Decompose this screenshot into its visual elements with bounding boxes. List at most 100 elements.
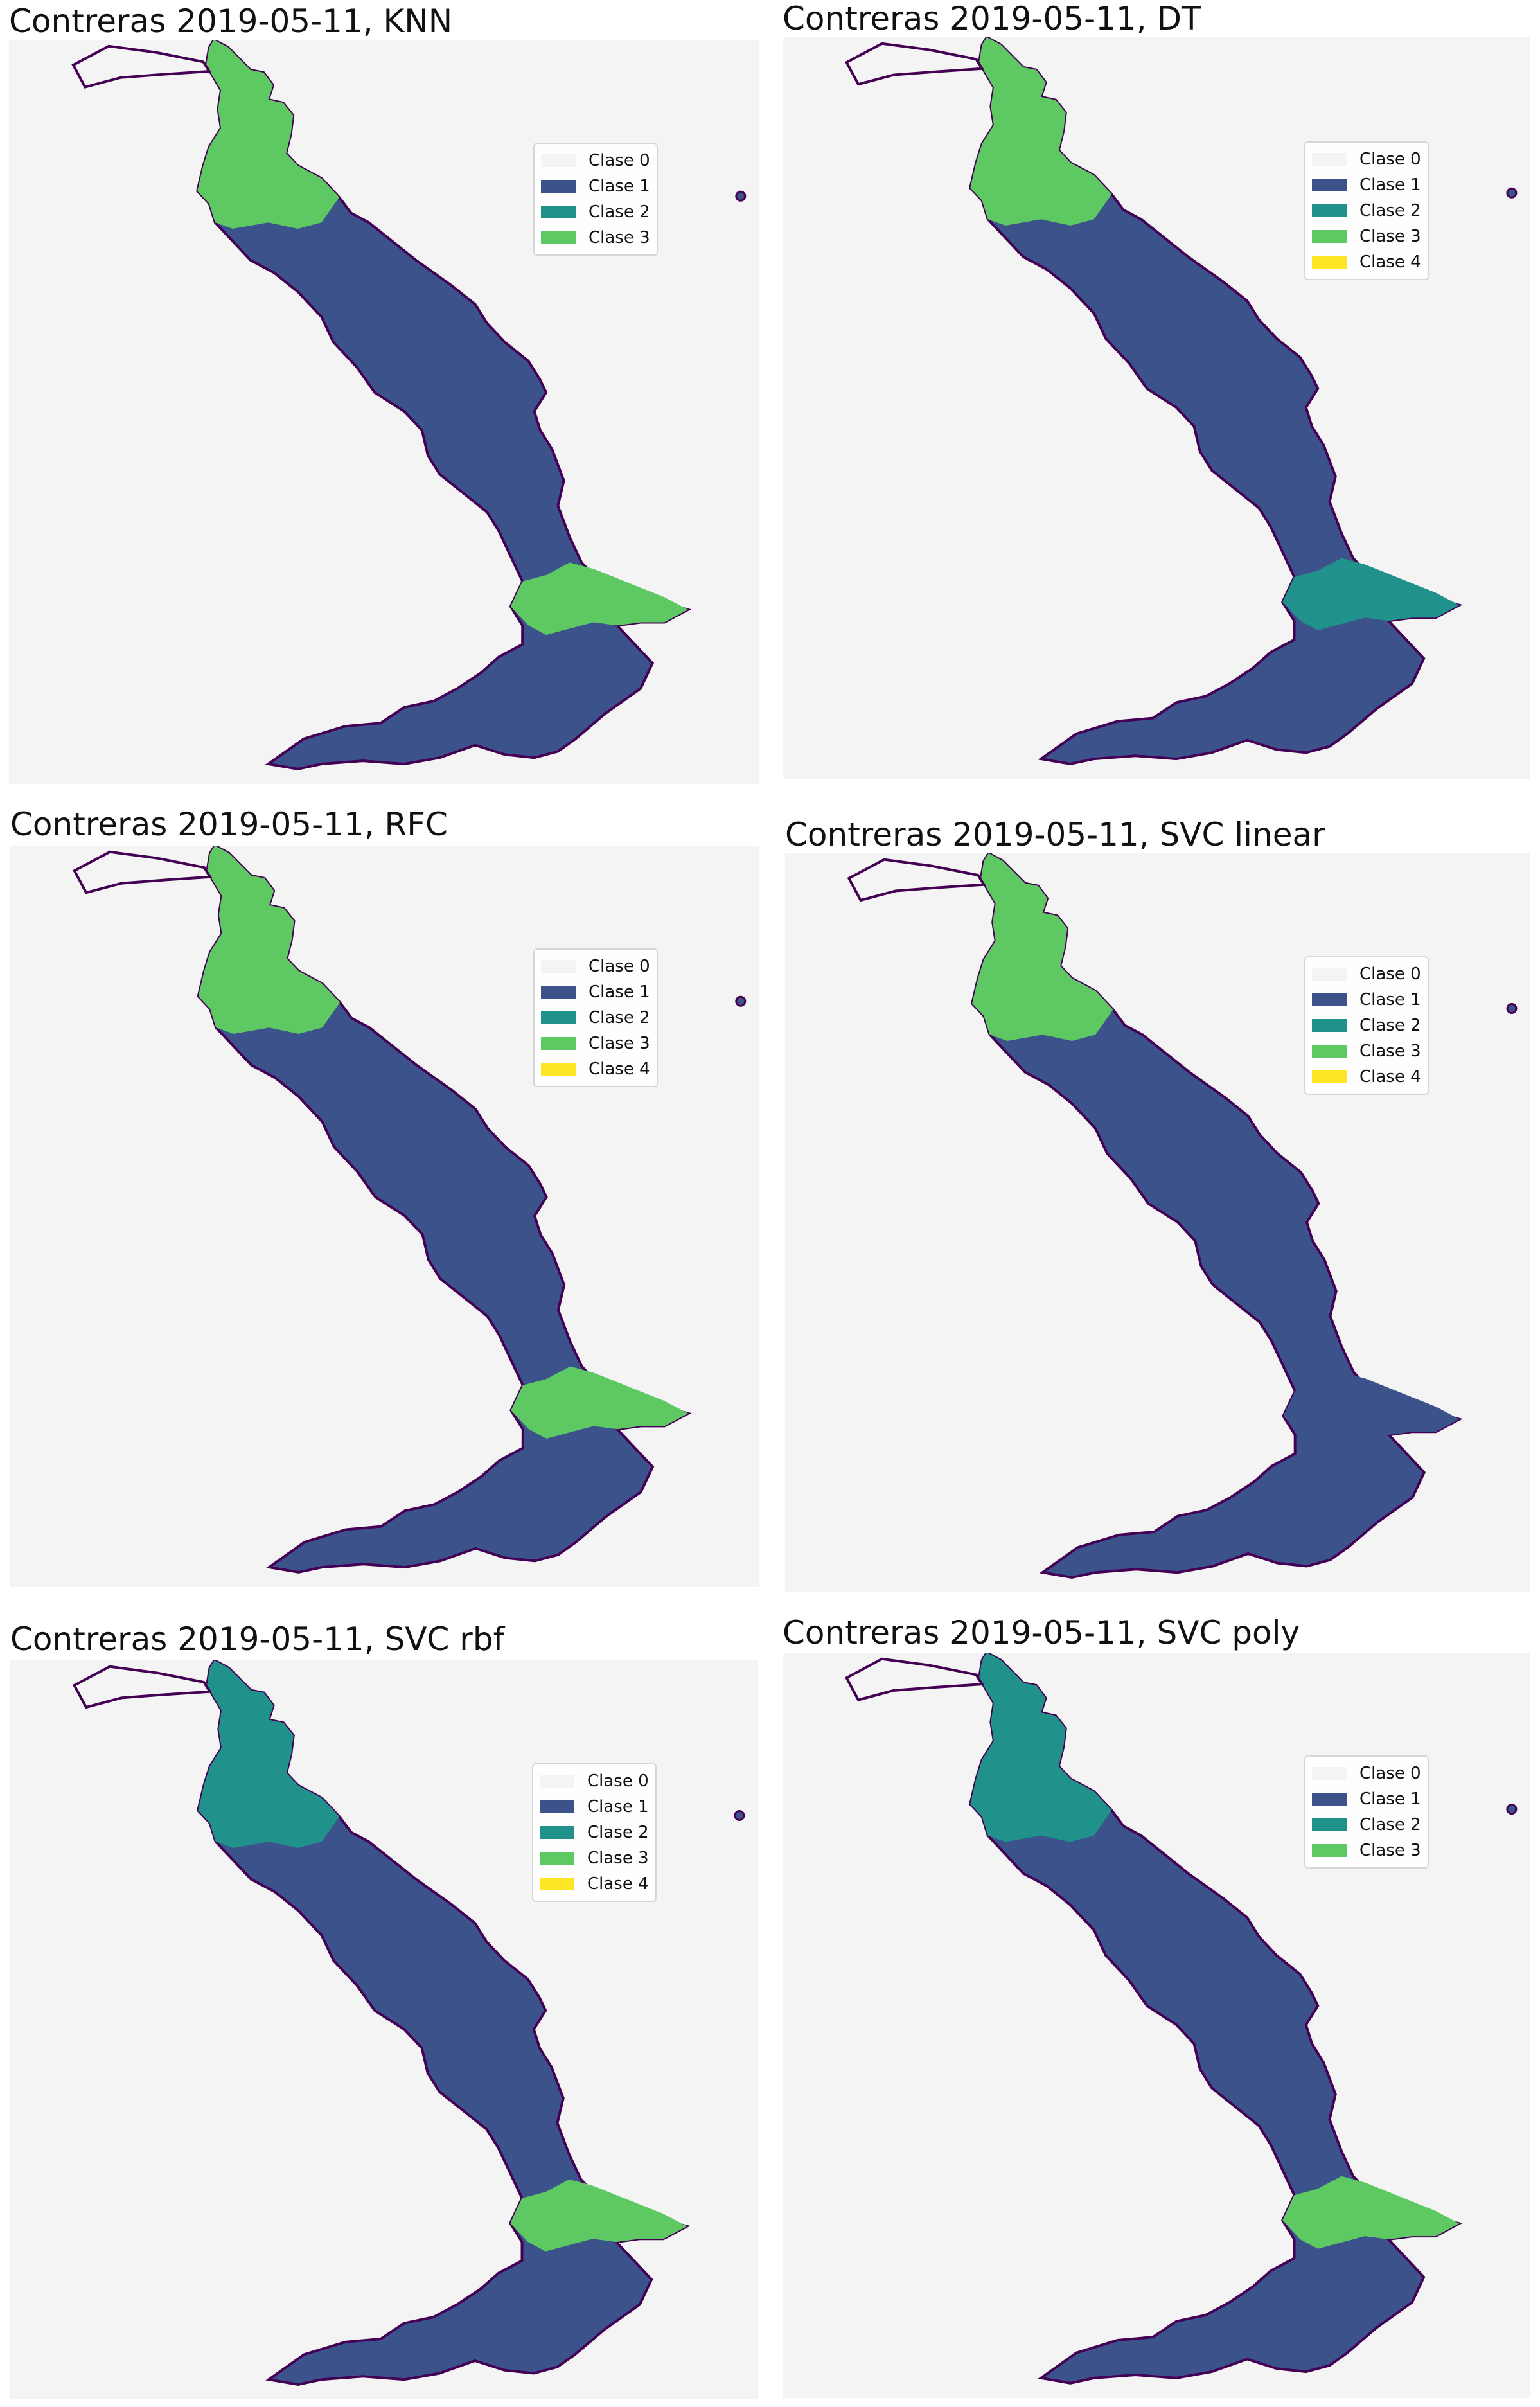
panel-title: Contreras 2019-05-11, SVC linear (785, 816, 1325, 853)
map-legend: Clase 0 Clase 1 Clase 2 Clase 3 (1304, 1755, 1429, 1869)
legend-item: Clase 2 (541, 1005, 650, 1031)
legend-label: Clase 0 (589, 151, 650, 170)
legend-swatch (1312, 256, 1347, 269)
legend-label: Clase 4 (587, 1874, 649, 1894)
legend-item: Clase 4 (1312, 249, 1421, 275)
legend-swatch (1312, 1767, 1347, 1780)
isolated-water-patch (734, 1810, 745, 1821)
reservoir-upper-section (970, 37, 1112, 226)
map-legend: Clase 0 Clase 1 Clase 2 Clase 3 Clase 4 (1304, 956, 1429, 1095)
legend-swatch (1312, 993, 1347, 1006)
reservoir-map (844, 37, 1518, 765)
classification-map: Clase 0 Clase 1 Clase 2 Clase 3 (9, 40, 759, 784)
legend-item: Clase 4 (1312, 1064, 1421, 1090)
legend-item: Clase 3 (1312, 224, 1421, 249)
legend-item: Clase 1 (1312, 987, 1421, 1013)
reservoir-map (72, 1660, 745, 2386)
map-legend: Clase 0 Clase 1 Clase 2 Clase 3 (533, 143, 658, 256)
reservoir-lower-arm (510, 2179, 687, 2252)
panel-title: Contreras 2019-05-11, SVC poly (783, 1614, 1300, 1651)
legend-swatch (541, 1037, 576, 1050)
legend-item: Clase 1 (1312, 1786, 1421, 1812)
reservoir-upper-section (198, 846, 341, 1034)
legend-label: Clase 3 (1359, 1841, 1421, 1860)
reservoir-lower-arm (511, 1366, 688, 1439)
legend-swatch (541, 960, 576, 973)
reservoir-upper-section (972, 853, 1113, 1041)
legend-label: Clase 2 (1359, 201, 1421, 220)
legend-swatch (541, 180, 576, 193)
legend-swatch (1312, 179, 1347, 191)
reservoir-lower-arm (510, 562, 688, 635)
legend-swatch (540, 1852, 574, 1865)
reservoir-map (71, 40, 747, 770)
reservoir-west-inlet (847, 858, 986, 902)
legend-item: Clase 2 (540, 1820, 649, 1845)
legend-swatch (1312, 1844, 1347, 1857)
legend-item: Clase 0 (541, 148, 650, 173)
reservoir-lower-arm (1283, 1372, 1460, 1444)
panel-title: Contreras 2019-05-11, DT (783, 0, 1201, 37)
legend-label: Clase 2 (1359, 1016, 1421, 1035)
legend-label: Clase 2 (587, 1823, 649, 1842)
panel-title: Contreras 2019-05-11, KNN (9, 3, 453, 40)
reservoir-west-inlet (844, 42, 985, 86)
legend-item: Clase 3 (1312, 1838, 1421, 1863)
isolated-water-patch (735, 190, 747, 202)
legend-label: Clase 1 (587, 1797, 649, 1816)
legend-swatch (541, 986, 576, 999)
isolated-water-patch (1506, 1003, 1518, 1014)
isolated-water-patch (1506, 1804, 1518, 1815)
reservoir-upper-section (198, 1660, 340, 1848)
legend-swatch (541, 1063, 576, 1076)
legend-label: Clase 1 (1359, 990, 1421, 1009)
legend-swatch (1312, 1793, 1347, 1806)
legend-swatch (1312, 968, 1347, 981)
legend-item: Clase 1 (540, 1794, 649, 1820)
legend-swatch (541, 154, 576, 167)
legend-swatch (540, 1826, 574, 1839)
legend-item: Clase 0 (540, 1768, 649, 1794)
legend-label: Clase 0 (589, 957, 650, 976)
legend-label: Clase 0 (1359, 150, 1421, 169)
legend-item: Clase 4 (540, 1871, 649, 1897)
reservoir-west-inlet (844, 1657, 985, 1701)
reservoir-lower-arm (1282, 2176, 1460, 2249)
panel-title: Contreras 2019-05-11, RFC (10, 806, 448, 843)
legend-label: Clase 4 (1359, 1067, 1421, 1087)
isolated-water-patch (1506, 187, 1518, 199)
legend-label: Clase 4 (589, 1060, 650, 1079)
reservoir-map (847, 853, 1518, 1579)
legend-item: Clase 0 (1312, 147, 1421, 172)
legend-item: Clase 0 (541, 954, 650, 979)
panel-title: Contreras 2019-05-11, SVC rbf (10, 1621, 505, 1658)
legend-label: Clase 0 (587, 1772, 649, 1791)
legend-label: Clase 3 (1359, 227, 1421, 246)
legend-label: Clase 4 (1359, 253, 1421, 272)
legend-item: Clase 1 (541, 979, 650, 1005)
isolated-water-patch (735, 995, 747, 1007)
reservoir-body (844, 1653, 1463, 2385)
legend-item: Clase 1 (1312, 172, 1421, 198)
map-legend: Clase 0 Clase 1 Clase 2 Clase 3 Clase 4 (533, 948, 658, 1087)
reservoir-body (72, 1660, 691, 2386)
classification-map: Clase 0 Clase 1 Clase 2 Clase 3 Clase 4 (10, 1660, 758, 2399)
legend-label: Clase 3 (589, 1034, 650, 1053)
legend-label: Clase 3 (587, 1849, 649, 1868)
legend-swatch (1312, 1818, 1347, 1831)
legend-item: Clase 3 (541, 225, 650, 251)
reservoir-upper-section (197, 40, 339, 229)
legend-item: Clase 3 (540, 1845, 649, 1871)
reservoir-west-inlet (73, 850, 213, 894)
reservoir-west-inlet (72, 1665, 213, 1709)
legend-item: Clase 4 (541, 1056, 650, 1082)
legend-label: Clase 2 (589, 202, 650, 222)
legend-swatch (541, 231, 576, 244)
legend-swatch (1312, 1070, 1347, 1083)
legend-label: Clase 3 (1359, 1042, 1421, 1061)
reservoir-upper-section (970, 1653, 1112, 1842)
legend-label: Clase 2 (1359, 1815, 1421, 1834)
reservoir-body (73, 846, 692, 1574)
legend-swatch (540, 1775, 574, 1788)
legend-item: Clase 2 (1312, 1812, 1421, 1838)
